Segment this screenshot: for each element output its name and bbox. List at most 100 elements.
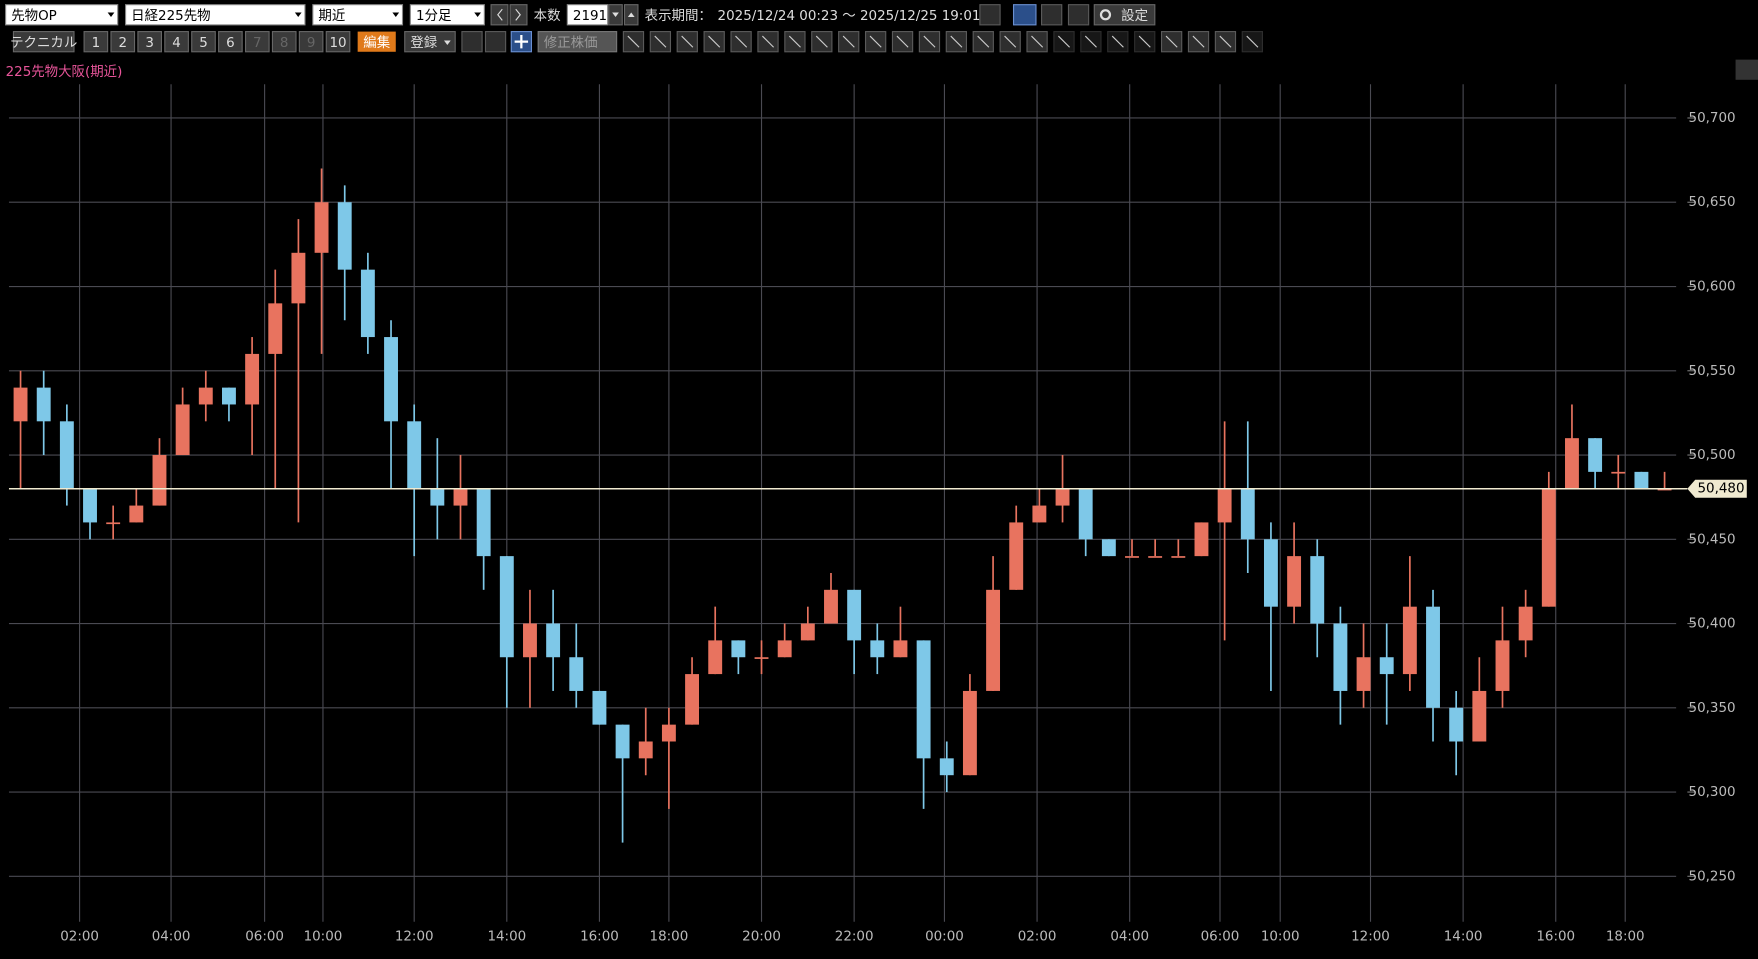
candle-body [1287,556,1302,607]
panel-toggle[interactable] [1735,59,1758,80]
candle-body [1518,606,1533,641]
preset-button[interactable] [271,31,297,53]
market-select[interactable] [5,4,119,26]
preset-button[interactable] [218,31,243,53]
preset-button[interactable] [83,31,109,53]
symbol-select[interactable] [125,4,306,26]
candle-body [384,337,398,422]
last-price-label: 50,480 [1697,482,1744,497]
candle-body [499,556,514,658]
x-tick-label: 12:00 [395,929,434,944]
candle-body [221,387,236,405]
gear-icon [1099,9,1112,21]
export-button[interactable] [1067,4,1090,26]
candle-body [1194,522,1209,557]
candle-body [1263,539,1278,607]
candle-body [870,640,885,658]
print-button[interactable] [1041,4,1063,26]
y-tick-label: 50,300 [1689,785,1736,800]
preset-text: 1 [92,36,101,51]
candle-body [569,657,584,691]
candle-body [175,404,190,456]
candle-body [1009,522,1024,590]
preset-button[interactable] [244,31,270,53]
drawing-tool-icon [950,35,963,48]
candle-body [1055,488,1070,506]
candle-body [754,657,769,659]
x-tick-label: 10:00 [304,929,343,944]
up-arrow [627,12,635,18]
y-tick-label: 50,350 [1689,701,1736,716]
candle-body [1449,707,1464,742]
preset-text: 7 [253,36,262,51]
candle-body [1148,556,1163,558]
preset-button[interactable] [164,31,189,53]
candle-body [453,488,468,506]
x-tick-label: 20:00 [742,929,781,944]
drawing-tool-icon [627,35,640,48]
preset-text: 2 [118,36,127,51]
preset-button[interactable] [110,31,136,53]
toolbar-row-2: テクニカル 編集 登録 修正株価 1 2 3 4 5 6 7 8 9 10 [10,31,1264,53]
candle-body [1171,556,1186,558]
preset-button[interactable] [325,31,351,53]
contract-select[interactable] [312,4,404,26]
settings-button[interactable] [1093,4,1156,26]
y-tick-label: 50,600 [1689,280,1736,295]
interval-select[interactable] [409,4,485,26]
technical-button[interactable] [12,31,75,53]
symbol-text: 日経225先物 [131,8,210,24]
bars-input[interactable] [566,4,609,26]
candle-body [36,387,51,422]
candle-body [800,623,815,641]
market-text: 先物OP [11,8,57,24]
candle-body [476,488,491,557]
zoom-out-button[interactable] [484,31,507,53]
x-tick-label: 10:00 [1261,929,1300,944]
candle-body [407,421,422,489]
zoom-in-button[interactable] [461,31,483,53]
drawing-tool-icon [923,35,936,48]
candle-body [824,589,838,624]
next-button[interactable] [509,4,528,26]
edit-button[interactable] [357,31,396,52]
candle-body [430,488,445,506]
reset-button[interactable] [979,4,1001,26]
prev-icon [497,8,503,21]
preset-button[interactable] [298,31,324,53]
prev-button[interactable] [490,4,509,26]
candle-body [939,758,954,776]
drawing-tool-icon [654,35,667,48]
preset-button[interactable] [137,31,163,53]
adjusted-select[interactable] [537,31,618,53]
preset-button[interactable] [191,31,216,53]
dropdown-arrow [612,12,619,18]
candle-body [986,589,1001,691]
y-tick-label: 50,700 [1689,111,1736,126]
register-button[interactable] [404,31,456,53]
candle-body [638,741,653,759]
candle-body [731,640,746,658]
chart-mode-button[interactable] [1012,4,1037,26]
register-text: 登録 [410,35,437,51]
candle-body [13,387,28,422]
candle-body [1078,488,1093,540]
candle-body [1217,488,1232,523]
candle-body [777,640,792,658]
chart-title: 225先物大阪(期近) [6,64,123,80]
bars-value: 2191 [573,9,607,24]
candle-body [152,455,167,506]
next-icon [515,8,521,21]
candle-body [1356,657,1371,691]
bars-label: 本数 [534,8,561,24]
candle-body [1495,640,1510,691]
candle-body [1657,488,1672,491]
dropdown-arrow [392,12,400,18]
candle-body [1402,606,1417,675]
candle-body [1125,556,1139,558]
drawing-tool-icon [1165,35,1178,48]
candle-body [661,724,676,742]
candle-body [708,640,723,675]
y-tick-label: 50,650 [1689,195,1736,210]
